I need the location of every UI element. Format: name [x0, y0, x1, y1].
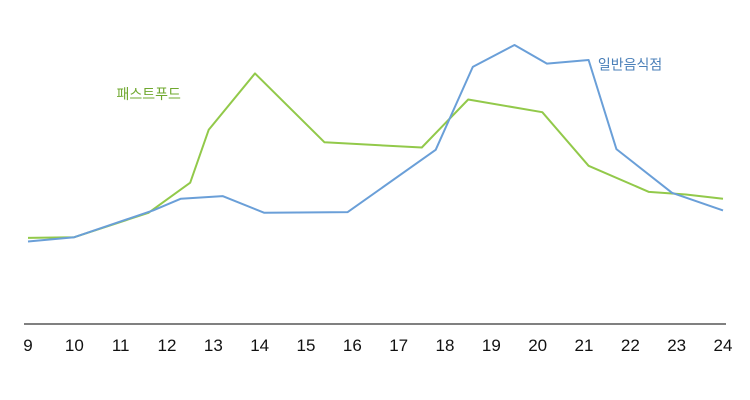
x-tick-label: 11: [112, 336, 130, 355]
x-tick-label: 12: [158, 336, 177, 355]
x-tick-labels: 9 10 11 12 13 14 15 16 17 18 19 20 21 22 23 24: [23, 336, 732, 355]
x-tick-label: 19: [482, 336, 501, 355]
x-tick-label: 10: [65, 336, 84, 355]
series-annotations: 패스트푸드 일반음식점: [116, 58, 662, 103]
series-label-restaurant: 일반음식점: [598, 58, 662, 74]
x-tick-label: 17: [389, 336, 408, 355]
x-tick-label: 21: [575, 336, 594, 355]
x-tick-label: 24: [714, 336, 733, 355]
series-label-fastfood: 패스트푸드: [116, 87, 181, 103]
x-tick-label: 13: [204, 336, 223, 355]
x-tick-label: 9: [23, 336, 32, 355]
series-line-restaurant: [27, 44, 724, 243]
x-tick-label: 20: [528, 336, 547, 355]
x-tick-label: 16: [343, 336, 362, 355]
x-tick-label: 14: [250, 336, 269, 355]
series-line-fastfood: [27, 72, 724, 239]
x-tick-label: 22: [621, 336, 640, 355]
series-layer: [27, 44, 724, 243]
x-tick-label: 18: [436, 336, 455, 355]
x-tick-label: 15: [297, 336, 316, 355]
x-tick-label: 23: [667, 336, 686, 355]
